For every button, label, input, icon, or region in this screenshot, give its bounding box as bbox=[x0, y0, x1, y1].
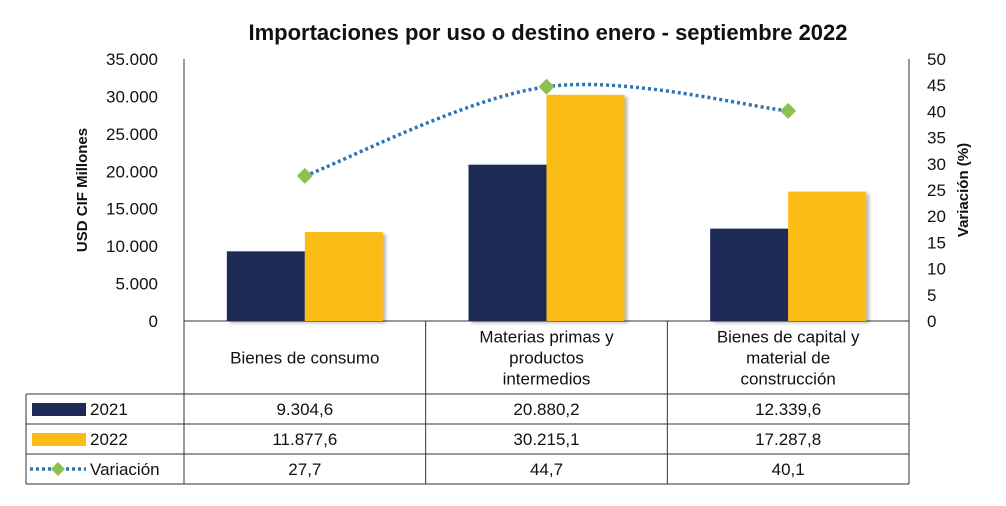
category-label-line: construcción bbox=[740, 370, 835, 389]
category-label-line: Bienes de consumo bbox=[230, 349, 379, 368]
y2-tick-label: 40 bbox=[927, 102, 946, 121]
category-label-line: Bienes de capital y bbox=[717, 328, 860, 347]
variation-marker-2 bbox=[780, 102, 797, 119]
y2-tick-label: 0 bbox=[927, 312, 936, 331]
y2-tick-label: 30 bbox=[927, 155, 946, 174]
y-tick-label: 5.000 bbox=[115, 275, 158, 294]
y2-tick-label: 5 bbox=[927, 286, 936, 305]
table-value: 40,1 bbox=[772, 460, 805, 479]
legend-label-2022: 2022 bbox=[90, 430, 128, 449]
table-value: 44,7 bbox=[530, 460, 563, 479]
y2-tick-label: 25 bbox=[927, 181, 946, 200]
table-value: 11.877,6 bbox=[272, 430, 337, 449]
bar-2022-0 bbox=[304, 232, 383, 321]
table-value: 20.880,2 bbox=[513, 400, 579, 419]
y2-tick-label: 50 bbox=[927, 50, 946, 69]
y-tick-label: 10.000 bbox=[106, 237, 158, 256]
y-tick-label: 20.000 bbox=[106, 162, 158, 181]
y-tick-label: 35.000 bbox=[106, 50, 158, 69]
category-label-line: intermedios bbox=[503, 370, 591, 389]
y-axis-label: USD CIF Millones bbox=[74, 128, 91, 252]
table-value: 27,7 bbox=[288, 460, 321, 479]
table-value: 9.304,6 bbox=[276, 400, 333, 419]
y2-tick-label: 20 bbox=[927, 207, 946, 226]
legend-label-2021: 2021 bbox=[90, 400, 128, 419]
chart-title: Importaciones por uso o destino enero - … bbox=[248, 20, 847, 45]
bar-2021-0 bbox=[226, 251, 305, 321]
category-label-line: Materias primas y bbox=[479, 328, 614, 347]
table-value: 17.287,8 bbox=[755, 430, 821, 449]
y-tick-label: 30.000 bbox=[106, 87, 158, 106]
legend-key-2022 bbox=[32, 433, 86, 446]
y-tick-label: 0 bbox=[149, 312, 158, 331]
y2-tick-label: 45 bbox=[927, 76, 946, 95]
table-value: 30.215,1 bbox=[513, 430, 579, 449]
y2-tick-label: 35 bbox=[927, 129, 946, 148]
y2-axis-label: Variación (%) bbox=[955, 143, 972, 237]
legend-key-2021 bbox=[32, 403, 86, 416]
y2-tick-label: 10 bbox=[927, 260, 946, 279]
bar-2022-2 bbox=[788, 191, 867, 321]
table-value: 12.339,6 bbox=[755, 400, 821, 419]
bar-2022-1 bbox=[546, 94, 625, 322]
variation-marker-0 bbox=[296, 167, 313, 184]
category-label-2: Bienes de capital y material de construcci… bbox=[717, 328, 860, 389]
category-label-line: productos bbox=[509, 349, 584, 368]
category-label-0: Bienes de consumo bbox=[230, 349, 379, 368]
y-tick-label: 15.000 bbox=[106, 200, 158, 219]
variation-marker-1 bbox=[538, 78, 555, 95]
legend-label-Variación: Variación bbox=[90, 460, 160, 479]
y2-tick-label: 15 bbox=[927, 233, 946, 252]
category-label-1: Materias primas y productos intermedios bbox=[479, 328, 614, 389]
legend-key-variacion-marker bbox=[51, 462, 65, 476]
bar-2021-2 bbox=[710, 228, 789, 321]
category-label-line: material de bbox=[746, 349, 830, 368]
y-tick-label: 25.000 bbox=[106, 125, 158, 144]
bar-2021-1 bbox=[468, 164, 547, 321]
